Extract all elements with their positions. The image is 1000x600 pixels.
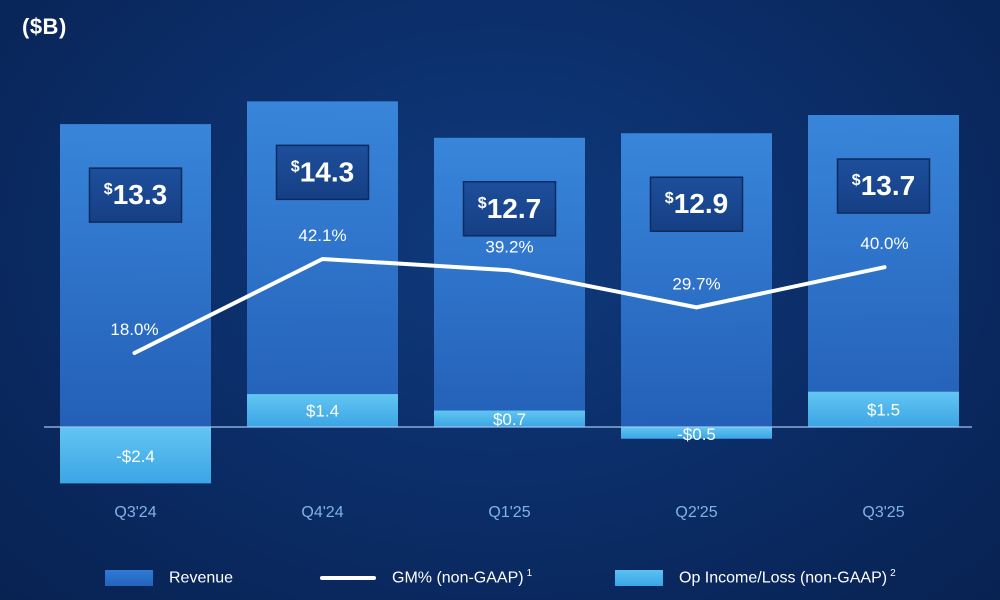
x-tick-label: Q1'25 <box>488 504 530 521</box>
revenue-value-label: $12.9 <box>665 188 728 219</box>
revenue-value-label: $12.7 <box>478 193 541 224</box>
revenue-value-box <box>836 158 931 214</box>
op-income-bar <box>434 410 585 427</box>
op-income-bar <box>60 427 211 484</box>
revenue-value-box <box>88 167 183 223</box>
revenue-value-box <box>649 176 744 232</box>
op-income-label: $1.5 <box>867 400 900 419</box>
gm-point <box>883 265 886 269</box>
legend-item-op-income: Op Income/Loss (non-GAAP) 2 <box>615 566 896 590</box>
revenue-value-label: $13.3 <box>104 179 167 210</box>
gm-value-label: 39.2% <box>485 237 533 256</box>
revenue-value-label: $14.3 <box>291 156 354 187</box>
x-tick-label: Q2'25 <box>675 504 717 521</box>
revenue-value-box <box>275 144 370 201</box>
op-income-label: $0.7 <box>493 410 526 429</box>
legend-swatch-op-income <box>615 570 663 586</box>
op-income-bar <box>247 394 398 427</box>
gm-value-label: 42.1% <box>298 226 346 245</box>
legend-swatch-gm <box>320 576 376 580</box>
chart-canvas: -$2.4 $1.4 $0.7 -$0.5 $1.5 $13.3 $14.3 $12.7 $1… <box>44 101 972 521</box>
gm-point <box>508 268 511 272</box>
op-income-bar <box>621 427 772 439</box>
gm-point <box>133 351 136 355</box>
op-income-label: $1.4 <box>306 402 339 421</box>
op-income-label: -$0.5 <box>677 425 716 444</box>
legend-swatch-revenue <box>105 570 153 586</box>
gm-point <box>321 257 324 261</box>
revenue-value-label: $13.7 <box>852 170 915 201</box>
x-tick-label: Q3'25 <box>862 504 904 521</box>
gm-value-label: 18.0% <box>110 320 158 339</box>
gm-value-label: 40.0% <box>860 234 908 253</box>
legend-item-gm: GM% (non-GAAP) 1 <box>320 566 532 590</box>
x-tick-label: Q3'24 <box>114 504 156 521</box>
gm-point <box>695 305 698 309</box>
legend-label-op-income: Op Income/Loss (non-GAAP) 2 <box>679 568 896 587</box>
x-tick-label: Q4'24 <box>301 504 343 521</box>
legend-label-revenue: Revenue <box>169 569 234 587</box>
legend-item-revenue: Revenue <box>105 566 236 590</box>
unit-label: ($B) <box>22 14 67 39</box>
op-income-bar <box>808 391 959 427</box>
legend-label-gm: GM% (non-GAAP) 1 <box>392 568 533 587</box>
op-income-label: -$2.4 <box>116 447 155 466</box>
gm-value-label: 29.7% <box>672 274 720 293</box>
revenue-value-box <box>462 181 557 237</box>
